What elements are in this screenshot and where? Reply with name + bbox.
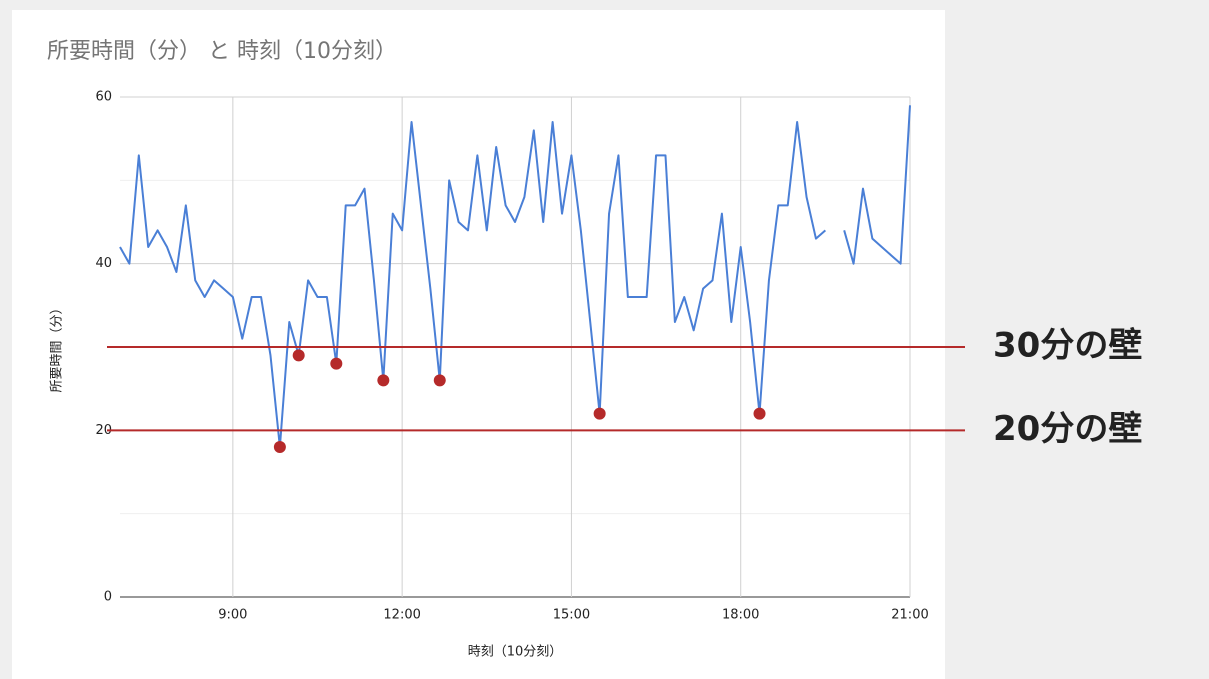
highlight-dot	[377, 374, 390, 387]
reference-label: 20分の壁	[993, 409, 1142, 449]
x-tick-label: 9:00	[218, 608, 247, 623]
x-tick-label: 21:00	[891, 608, 928, 623]
y-tick-label: 20	[95, 423, 112, 438]
highlight-dot	[593, 407, 606, 420]
y-tick-label: 60	[95, 90, 112, 105]
y-tick-label: 40	[95, 256, 112, 271]
y-tick-label: 0	[104, 590, 112, 605]
x-tick-label: 12:00	[383, 608, 420, 623]
highlight-dot	[292, 349, 305, 362]
series-line	[119, 121, 827, 448]
x-tick-label: 18:00	[722, 608, 759, 623]
reference-label: 30分の壁	[993, 326, 1142, 366]
highlight-dot	[753, 407, 766, 420]
x-axis-label: 時刻（10分刻）	[468, 645, 563, 660]
series-line	[843, 105, 911, 265]
highlight-dot	[273, 441, 286, 453]
highlight-dot	[330, 357, 343, 370]
y-axis-label: 所要時間（分）	[50, 301, 65, 392]
chart-title: 所要時間（分） と 時刻（10分刻）	[47, 39, 397, 64]
chart-card	[12, 10, 945, 679]
x-tick-label: 15:00	[553, 608, 590, 623]
highlight-dot	[433, 374, 446, 387]
